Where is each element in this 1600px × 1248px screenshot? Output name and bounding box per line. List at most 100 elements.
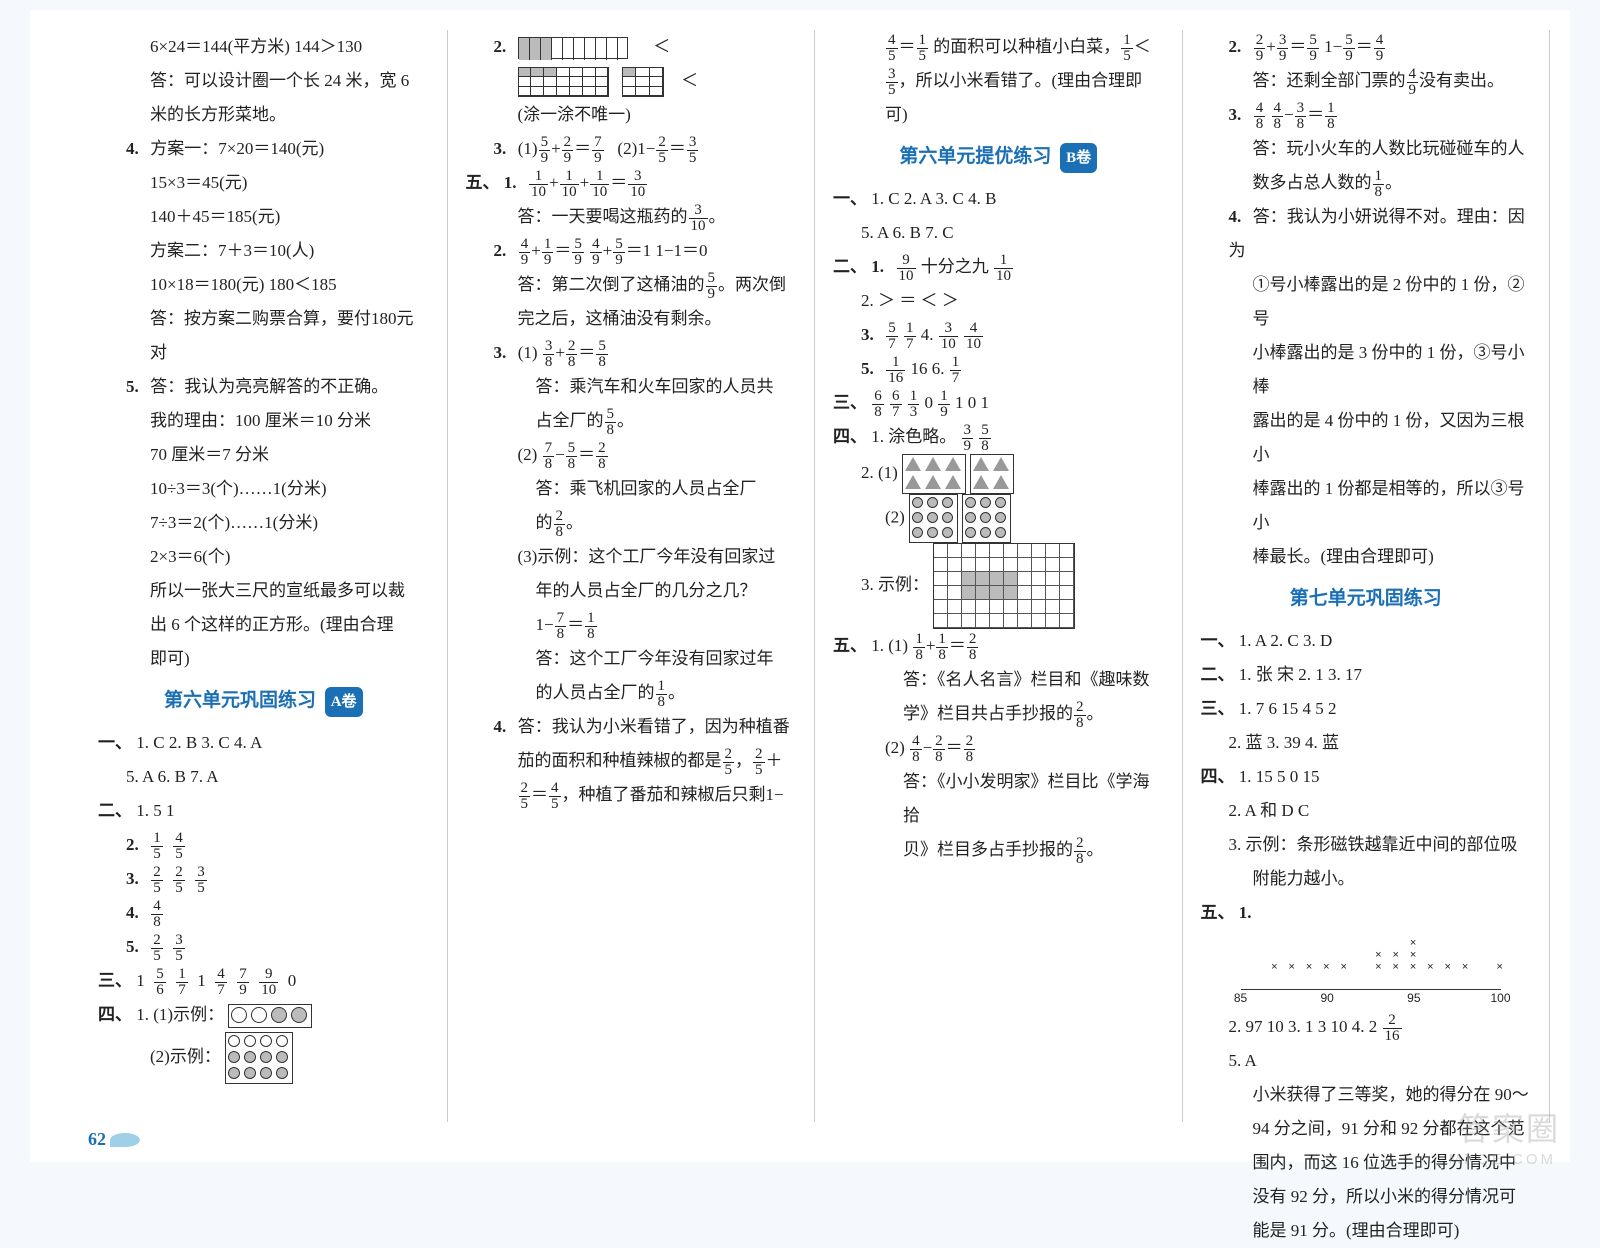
answer: 答：乘汽车和火车回家的人员共 — [466, 370, 797, 404]
pre: (2) — [885, 738, 905, 757]
seq: 116 16 6. 17 — [885, 359, 962, 378]
s7-5: 五、 1. — [1201, 896, 1532, 930]
cmp: ＜ — [681, 71, 698, 90]
b5-1b: (2) 48−28＝28 — [833, 731, 1164, 765]
grid-diagram — [622, 71, 664, 90]
b1: 一、 1. C 2. A 3. C 4. B — [833, 182, 1164, 216]
grid-diagram — [933, 575, 1075, 594]
b4-3: 3. 示例： — [833, 543, 1164, 629]
circle-diagram — [225, 1047, 293, 1066]
q5-3c: (3)示例：这个工厂今年没有回家过 — [466, 540, 797, 574]
q3: 三、 1 56 17 1 47 79 910 0 — [98, 964, 429, 998]
text: 答：可以设计圈一个长 24 米，宽 6 — [98, 64, 429, 98]
answer: 答：一天要喝这瓶药的310。 — [466, 200, 797, 234]
q5-2: 2. 49+19＝59 49+59＝1 1−1＝0 — [466, 234, 797, 268]
answer: 贝》栏目多占手抄报的28。 — [833, 833, 1164, 867]
text: 1. 15 5 0 15 — [1239, 767, 1320, 786]
p2: 2. ＜ — [466, 30, 797, 64]
text: 1. 涂色略。 39 58 — [871, 427, 992, 446]
answer: 答：《小小发明家》栏目比《学海拾 — [833, 765, 1164, 833]
answer: 完之后，这桶油没有剩余。 — [466, 302, 797, 336]
text: 1. 张 宋 2. 1 3. 17 — [1239, 665, 1362, 684]
eq: 1−78＝18 — [466, 608, 797, 642]
watermark: 答案圈 — [1458, 1104, 1560, 1150]
p2-grids: ＜ — [466, 64, 797, 98]
b4: 四、 1. 涂色略。 39 58 — [833, 420, 1164, 454]
text: 即可) — [98, 642, 429, 676]
text: 1. C 2. B 3. C 4. A — [136, 733, 262, 752]
triangle-diagram — [902, 463, 966, 482]
label: 四、 — [833, 420, 867, 454]
section-title-6a: 第六单元巩固练习 A卷 — [98, 682, 429, 720]
q5: 五、 1. 110+110+110＝310 — [466, 166, 797, 200]
text: 棒最长。(理由合理即可) — [1201, 540, 1532, 574]
q2: 二、 1. 5 1 — [98, 794, 429, 828]
label: 3. 示例： — [861, 575, 929, 594]
answer: 答：第二次倒了这桶油的59。两次倒 — [466, 268, 797, 302]
n: 2. — [1229, 30, 1249, 64]
eq: (2)1−25＝35 — [617, 139, 699, 158]
text: 方案二：7＋3＝10(人) — [98, 234, 429, 268]
q5-4: 4. 答：我认为小米看错了，因为种植番 — [466, 710, 797, 744]
n: 3. — [494, 336, 514, 370]
eq: 110+110+110＝310 — [528, 173, 648, 192]
badge-a: A卷 — [325, 687, 363, 717]
text: 1. 7 6 15 4 5 2 — [1239, 699, 1337, 718]
watermark-sub: MXQE.COM — [1449, 1151, 1556, 1168]
eq: 49+19＝59 49+59＝1 1−1＝0 — [518, 241, 708, 260]
text: 7÷3＝2(个)……1(分米) — [98, 506, 429, 540]
n: 5. — [861, 352, 881, 386]
label: 五、 — [1201, 896, 1235, 930]
b2-5: 5. 116 16 6. 17 — [833, 352, 1164, 386]
circle-diagram — [909, 507, 958, 526]
answer: 占全厂的58。 — [466, 404, 797, 438]
label: 2. (1) — [861, 463, 898, 482]
text: 1. A 2. C 3. D — [1239, 631, 1333, 650]
text: 米的长方形菜地。 — [98, 98, 429, 132]
text: 茄的面积和种植辣椒的都是25，25＋ — [466, 744, 797, 778]
n: 3. — [1229, 98, 1249, 132]
answer: 答：玩小火车的人数比玩碰碰车的人 — [1201, 132, 1532, 166]
page: 6×24＝144(平方米) 144＞130 答：可以设计圈一个长 24 米，宽 … — [30, 10, 1570, 1162]
label: 2. — [494, 30, 514, 64]
grid-diagram — [518, 71, 610, 90]
n: 1. (1) — [871, 636, 908, 655]
answer: 答：《名人名言》栏目和《趣味数 — [833, 663, 1164, 697]
text: ①号小棒露出的是 2 份中的 1 份，②号 — [1201, 268, 1532, 336]
seq: 57 17 4. 310 410 — [885, 325, 984, 344]
text: 我的理由：100 厘米＝10 分米 — [98, 404, 429, 438]
answer: 学》栏目共占手抄报的28。 — [833, 697, 1164, 731]
text: 答：按方案二购票合算，要付180元对 — [98, 302, 429, 370]
text: 45＝15 的面积可以种植小白菜，15＜ — [833, 30, 1164, 64]
text: 1. C 2. A 3. C 4. B — [871, 189, 996, 208]
text: 25＝45，种植了番茄和辣椒后只剩1− — [466, 778, 797, 812]
answer: 答：这个工厂今年没有回家过年 — [466, 642, 797, 676]
cmp: ＜ — [653, 37, 670, 56]
pre: (2) — [518, 445, 538, 464]
eq: 48 48−38＝18 — [1253, 105, 1338, 124]
label: 五、 — [833, 629, 867, 663]
b3: 三、 68 67 13 0 19 1 0 1 — [833, 386, 1164, 420]
label: 三、 — [98, 964, 132, 998]
seq: 68 67 13 0 19 1 0 1 — [871, 393, 989, 412]
text: 140＋45＝185(元) — [98, 200, 429, 234]
seq: 1 56 17 1 47 79 910 0 — [136, 971, 296, 990]
text: 2. A 和 D C — [1201, 794, 1532, 828]
eq: (1)59+29＝79 — [518, 139, 605, 158]
q1: 一、 1. C 2. B 3. C 4. A — [98, 726, 429, 760]
label: 一、 — [833, 182, 867, 216]
label: 二、 — [833, 250, 867, 284]
title-text: 第六单元巩固练习 — [164, 690, 316, 711]
pre: (1) — [518, 343, 538, 362]
item-4: 4. 方案一：7×20＝140(元) — [98, 132, 429, 166]
text: 6×24＝144(平方米) 144＞130 — [98, 30, 429, 64]
p2: 2. 29+39＝59 1−59＝49 — [1201, 30, 1532, 64]
b2-3: 3. 57 17 4. 310 410 — [833, 318, 1164, 352]
text: 1. 5 1 — [136, 801, 174, 820]
text: 3. 示例：条形磁铁越靠近中间的部位吸 — [1201, 828, 1532, 862]
text: 答：我认为小米看错了，因为种植番 — [518, 717, 790, 736]
text: 5. A 6. B 7. C — [833, 216, 1164, 250]
b4-2b: (2) — [833, 494, 1164, 543]
label: 3. — [494, 132, 514, 166]
section-title-7: 第七单元巩固练习 — [1201, 580, 1532, 618]
